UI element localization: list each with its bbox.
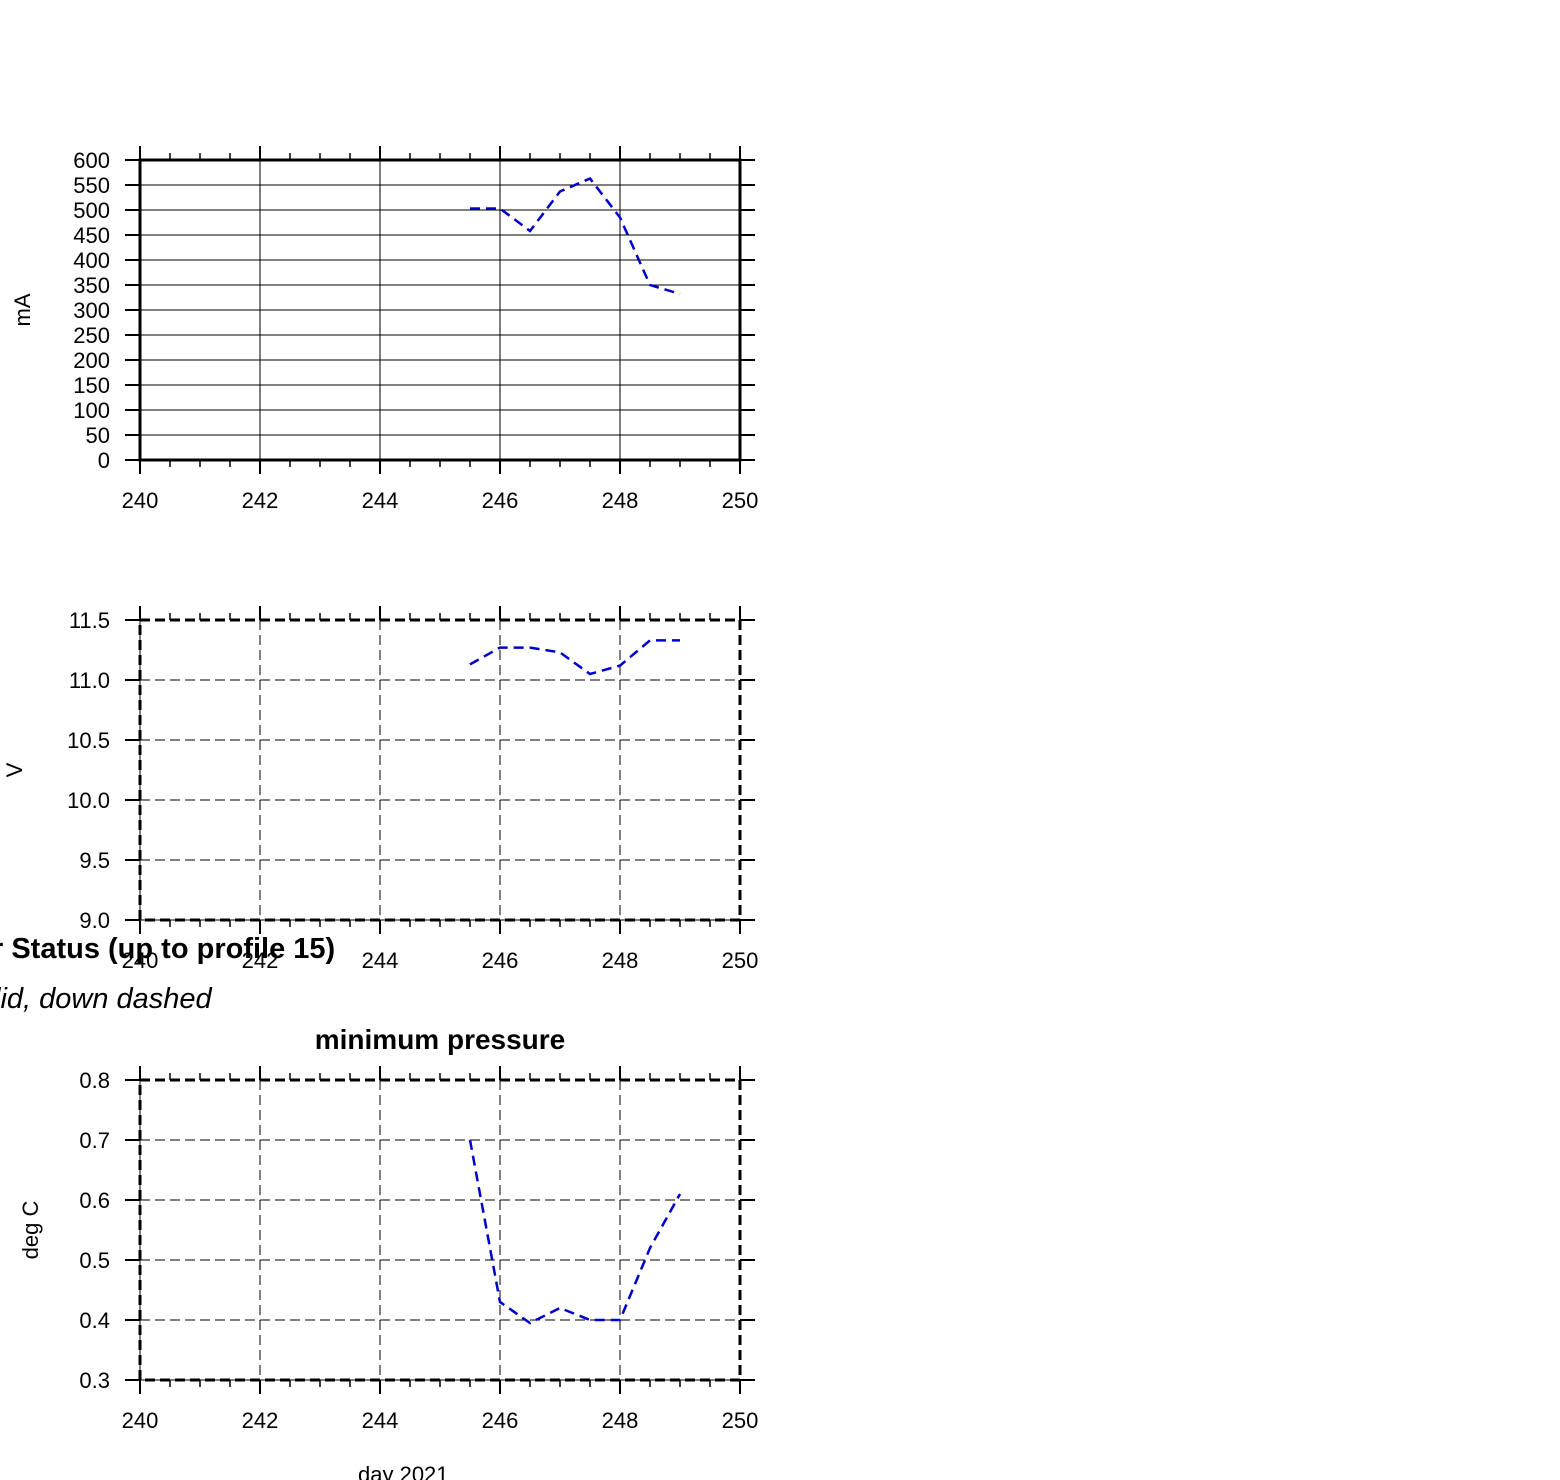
series-line	[469, 639, 680, 676]
x-tick-label: 244	[362, 488, 399, 513]
x-tick-label: 246	[482, 488, 519, 513]
panel-title-minimum-pressure: minimum pressure	[315, 1024, 566, 1055]
y-tick-label: 300	[73, 298, 110, 323]
y-tick-label: 11.0	[69, 668, 110, 693]
y-tick-label: 0.5	[79, 1248, 110, 1273]
plot-frame	[138, 158, 742, 462]
plot-frame	[138, 1078, 742, 1382]
y-tick-label: 10.5	[67, 728, 110, 753]
x-tick-label: 248	[602, 488, 639, 513]
y-tick-label: 600	[73, 148, 110, 173]
voltage-panel: 240 242 244 246 248 250 9.0 9.5 10.0 10.5 11.0 11.5…	[2, 606, 758, 973]
current-panel: 240 242 244 246 248 2500501001502002503003504…	[10, 146, 758, 513]
y-tick-label: 550	[73, 173, 110, 198]
temperature-panel: 240 242 244 246 248 250 0.3 0.4 0.5 0.6 0.7 0.8 deg …	[18, 1066, 758, 1433]
y-tick-label: 0.6	[79, 1188, 110, 1213]
y-tick-label: 350	[73, 273, 110, 298]
y-tick-label: 0.4	[79, 1308, 110, 1333]
series-line	[470, 176, 681, 296]
y-tick-label: 250	[73, 323, 110, 348]
series-line	[468, 1139, 682, 1325]
y-tick-label: 0	[98, 448, 110, 473]
y-tick-label: 11.5	[69, 608, 110, 633]
x-tick-label: 250	[722, 488, 759, 513]
y-axis-label: deg C	[18, 1201, 43, 1260]
y-axis-label: V	[2, 762, 27, 777]
x-tick-label: 250	[722, 1408, 759, 1433]
y-tick-label: 100	[73, 398, 110, 423]
x-tick-label: 244	[362, 1408, 399, 1433]
y-tick-label: 10.0	[67, 788, 110, 813]
figure-subtitle: lid, down dashed	[0, 983, 213, 1015]
x-tick-label: 242	[242, 948, 279, 973]
y-tick-label: 0.7	[79, 1128, 110, 1153]
y-tick-label: 450	[73, 223, 110, 248]
x-tick-label: 246	[482, 948, 519, 973]
x-tick-label: 244	[362, 948, 399, 973]
x-tick-label: 242	[242, 1408, 279, 1433]
x-tick-label: 240	[122, 1408, 159, 1433]
x-tick-label: 240	[122, 948, 159, 973]
y-tick-label: 9.0	[79, 908, 110, 933]
x-tick-label: 240	[122, 488, 159, 513]
x-tick-label: 242	[242, 488, 279, 513]
y-tick-label: 9.5	[79, 848, 110, 873]
y-tick-label: 500	[73, 198, 110, 223]
y-axis-label: mA	[10, 293, 35, 326]
x-tick-label: 246	[482, 1408, 519, 1433]
figure-title: r Status (up to profile 15)	[0, 933, 335, 965]
y-tick-label: 400	[73, 248, 110, 273]
y-tick-label: 0.8	[79, 1068, 110, 1093]
plot-frame	[138, 618, 742, 922]
y-tick-label: 150	[73, 373, 110, 398]
y-tick-label: 50	[86, 423, 110, 448]
x-tick-label: 250	[722, 948, 759, 973]
x-tick-label: 248	[602, 1408, 639, 1433]
figure-x-axis-label: day 2021	[358, 1462, 449, 1480]
y-tick-label: 0.3	[79, 1368, 110, 1393]
x-tick-label: 248	[602, 948, 639, 973]
y-tick-label: 200	[73, 348, 110, 373]
